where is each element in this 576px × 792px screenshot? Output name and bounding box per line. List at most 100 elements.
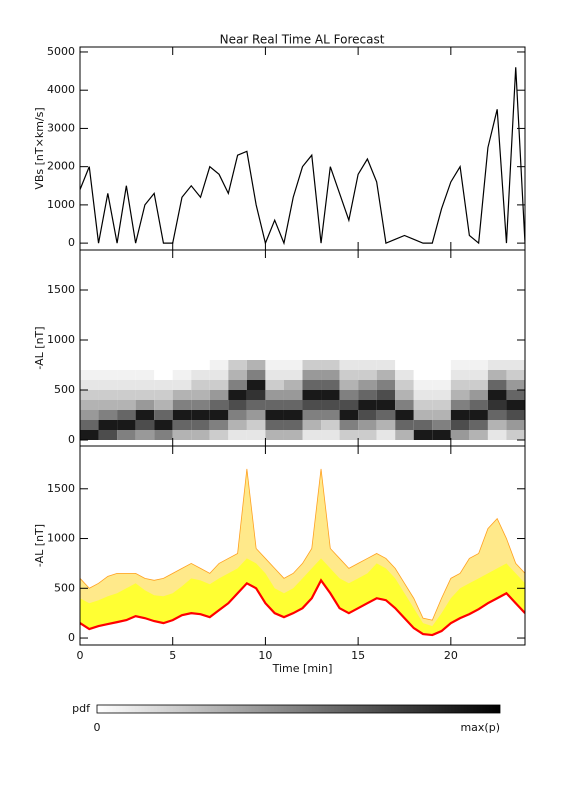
pdf-cell (432, 400, 451, 410)
pdf-cell (432, 410, 451, 420)
pdf-cell (358, 420, 377, 430)
pdf-cell (506, 360, 525, 370)
y-tick-label: 500 (54, 383, 75, 396)
pdf-cell (154, 420, 173, 430)
pdf-cell (191, 390, 210, 400)
pdf-cell (469, 410, 488, 420)
pdf-cell (450, 430, 470, 440)
pdf-cell (339, 420, 359, 430)
pdf-cell (154, 380, 173, 390)
pdf-cell (117, 400, 136, 410)
pdf-cell (302, 430, 322, 440)
pdf-cell (487, 380, 507, 390)
pdf-cell (358, 430, 377, 440)
pdf-cell (487, 400, 507, 410)
pdf-cell (339, 380, 359, 390)
pdf-cell (191, 360, 210, 370)
pdf-cell (487, 430, 507, 440)
pdf-cell (283, 400, 303, 410)
pdf-cell (376, 360, 396, 370)
x-tick-label: 20 (444, 649, 458, 662)
pdf-cell (98, 380, 118, 390)
pdf-cell (283, 410, 303, 420)
pdf-cell (283, 390, 303, 400)
pdf-cell (172, 420, 192, 430)
pdf-cell (265, 370, 284, 380)
pdf-cell (154, 400, 173, 410)
pdf-cell (246, 410, 266, 420)
pdf-cell (265, 390, 284, 400)
pdf-cell (98, 410, 118, 420)
pdf-cell (283, 420, 303, 430)
plot-area (80, 360, 525, 440)
pdf-cell (228, 430, 247, 440)
pdf-cell (117, 430, 136, 440)
y-tick-label: 0 (68, 631, 75, 644)
pdf-cell (246, 380, 266, 390)
plot-area (80, 468, 525, 637)
pdf-cell (450, 390, 470, 400)
pdf-cell (209, 380, 229, 390)
y-tick-label: 1000 (47, 198, 75, 211)
pdf-cell (376, 420, 396, 430)
colorbar-max: max(p) (460, 721, 500, 734)
pdf-cell (228, 360, 247, 370)
pdf-cell (209, 400, 229, 410)
pdf-cell (321, 400, 340, 410)
pdf-cell (154, 370, 173, 380)
y-tick-label: 4000 (47, 83, 75, 96)
x-tick-label: 5 (169, 649, 176, 662)
pdf-cell (450, 400, 470, 410)
pdf-cell (117, 360, 136, 370)
pdf-cell (321, 390, 340, 400)
pdf-cell (395, 400, 414, 410)
pdf-cell (450, 370, 470, 380)
max-line (80, 468, 525, 621)
x-tick-label: 15 (351, 649, 365, 662)
pdf-cell (135, 400, 155, 410)
colorbar-label: pdf (72, 702, 91, 715)
pdf-cell (228, 400, 247, 410)
pdf-cell (487, 410, 507, 420)
pdf-cell (469, 430, 488, 440)
pdf-cell (321, 410, 340, 420)
pdf-cell (450, 380, 470, 390)
pdf-cell (80, 410, 99, 420)
pdf-cell (302, 400, 322, 410)
pdf-cell (376, 400, 396, 410)
pdf-cell (246, 420, 266, 430)
pdf-cell (358, 390, 377, 400)
pdf-cell (432, 360, 451, 370)
y-tick-label: 1000 (47, 333, 75, 346)
pdf-cell (506, 370, 525, 380)
pdf-cell (135, 370, 155, 380)
pdf-cell (376, 380, 396, 390)
pdf-cell (395, 410, 414, 420)
pdf-cell (395, 390, 414, 400)
pdf-cell (117, 380, 136, 390)
pdf-cell (413, 360, 433, 370)
pdf-cell (209, 360, 229, 370)
pdf-cell (376, 370, 396, 380)
pdf-cell (506, 410, 525, 420)
y-axis-label: -AL [nT] (33, 326, 46, 369)
y-axis-label: -AL [nT] (33, 524, 46, 567)
pdf-cell (117, 390, 136, 400)
y-tick-label: 2000 (47, 160, 75, 173)
pdf-cell (80, 360, 99, 370)
pdf-cell (302, 410, 322, 420)
pdf-cell (172, 370, 192, 380)
pdf-cell (209, 390, 229, 400)
pdf-cell (432, 380, 451, 390)
x-tick-label: 10 (258, 649, 272, 662)
pdf-cell (302, 360, 322, 370)
pdf-cell (265, 360, 284, 370)
pdf-cell (450, 360, 470, 370)
pdf-cell (209, 420, 229, 430)
pdf-cell (450, 410, 470, 420)
pdf-cell (358, 370, 377, 380)
pdf-cell (191, 380, 210, 390)
pdf-cell (135, 360, 155, 370)
pdf-cell (172, 360, 192, 370)
pdf-cell (135, 420, 155, 430)
